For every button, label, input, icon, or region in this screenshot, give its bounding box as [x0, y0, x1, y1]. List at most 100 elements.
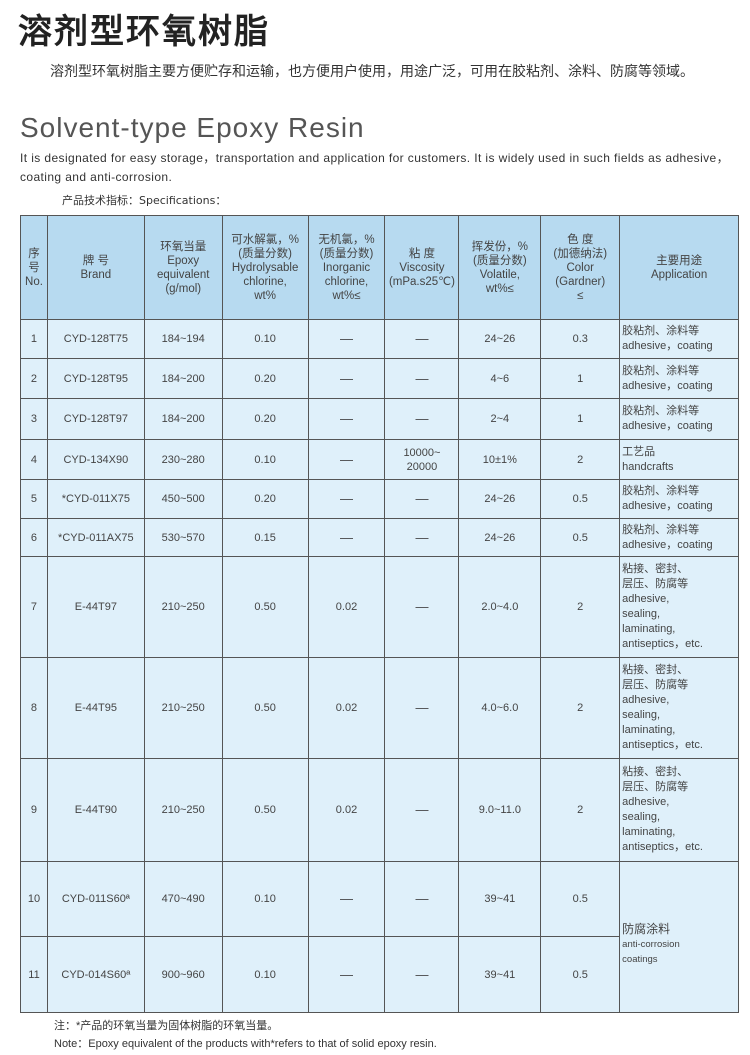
page-title: 溶剂型环氧树脂	[18, 12, 270, 52]
spec-table: 序号 No. 牌 号 Brand 环氧当量 Epoxy equivalent (g/mol) 可…	[20, 215, 739, 1013]
app-line: adhesive，coating	[622, 379, 713, 392]
intro-en: It is designated for easy storage，transp…	[20, 151, 730, 184]
cell-epoxy: 470~490	[143, 861, 223, 937]
app-line: adhesive，coating	[622, 538, 713, 551]
cell-brand: E-44T95	[46, 657, 145, 759]
cell-app: 工艺品 handcrafts	[619, 439, 739, 480]
header-line: chlorine,	[324, 275, 369, 288]
cell-hyd: 0.10	[221, 439, 309, 480]
header-line: 挥发份，%	[471, 240, 528, 253]
app-line: 层压、防腐等	[622, 679, 689, 691]
cell-color: 2	[540, 439, 621, 480]
cell-epoxy: 210~250	[143, 758, 223, 862]
cell-visc: —	[384, 657, 460, 759]
cell-vol: 24~26	[458, 479, 542, 519]
cell-color: 0.3	[540, 319, 621, 359]
table-row: 8 E-44T95 210~250 0.50 0.02—4.0~6.0 2 粘接、密封、 层压…	[20, 657, 739, 759]
cell-brand: E-44T97	[46, 556, 145, 658]
cell-inorg: —	[307, 439, 386, 480]
title-en: Solvent-type Epoxy Resin	[20, 112, 365, 143]
header-line: wt%	[254, 289, 276, 302]
header-line: Application	[650, 268, 708, 281]
app-line: antiseptics，etc.	[622, 638, 703, 650]
cell-inorg: 0.02	[307, 657, 386, 759]
cell-no: 11	[20, 936, 48, 1013]
app-line: 胶粘剂、涂料等	[622, 405, 700, 417]
cell-no: 1	[20, 319, 48, 359]
header-line: 牌 号	[82, 254, 109, 267]
cell-vol: 2.0~4.0	[458, 556, 542, 658]
app-line: 层压、防腐等	[622, 781, 689, 793]
table-row: 6 *CYD-011AX75 530~570 0.15— —24~26 0.5 胶粘剂、涂料…	[20, 518, 739, 557]
app-line: laminating,	[622, 826, 676, 838]
cell-inorg: —	[307, 518, 386, 557]
cell-app: 胶粘剂、涂料等 adhesive，coating	[619, 319, 739, 359]
table-row: 4 CYD-134X90 230~280 0.10—10000~ 20000 10±1%…	[20, 439, 739, 480]
cell-visc: —	[384, 758, 460, 862]
app-line: sealing,	[622, 608, 661, 620]
header-line: 号	[28, 261, 40, 274]
cell-inorg: —	[307, 936, 386, 1013]
cell-color: 2	[540, 556, 621, 658]
cell-brand: CYD-128T75	[46, 319, 145, 359]
cell-hyd: 0.10	[221, 319, 309, 359]
app-line: handcrafts	[622, 460, 674, 473]
app-line: 粘接、密封、	[622, 563, 689, 575]
header-line: 序	[28, 247, 40, 260]
table-row: 11 CYD-014S60ª 900~960 0.10— —39~41 0.5	[20, 936, 739, 1013]
app-line: sealing,	[622, 811, 661, 823]
cell-no: 7	[20, 556, 48, 658]
table-row: 10 CYD-011S60ª 470~490 0.10— —39~41 0.5 防腐涂料 an…	[20, 861, 739, 1013]
cell-color: 2	[540, 657, 621, 759]
cell-brand: CYD-128T95	[46, 358, 145, 399]
cell-no: 9	[20, 758, 48, 862]
cell-inorg: —	[307, 319, 386, 359]
app-line: adhesive,	[622, 796, 670, 808]
table-row: 7 E-44T97 210~250 0.50 0.02—2.0~4.0 2 粘接、密封、 层压…	[20, 556, 739, 658]
header-line: 色 度	[567, 233, 594, 246]
cell-epoxy: 184~194	[143, 319, 223, 359]
app-line: antiseptics，etc.	[622, 841, 703, 853]
app-line: coatings	[622, 953, 658, 965]
header-line: (质量分数)	[238, 247, 292, 260]
cell-no: 6	[20, 518, 48, 557]
header-line: (Gardner)	[555, 275, 606, 288]
header-line: Epoxy	[167, 254, 200, 267]
header-line: Hydrolysable	[231, 261, 299, 274]
cell-no: 5	[20, 479, 48, 519]
cell-hyd: 0.10	[221, 861, 309, 937]
cell-epoxy: 900~960	[143, 936, 223, 1013]
cell-brand: CYD-128T97	[46, 398, 145, 440]
cell-brand: E-44T90	[46, 758, 145, 862]
cell-app: 防腐涂料 anti-corrosion coatings	[619, 861, 739, 1013]
table-row: 3 CYD-128T97 184~200 0.20— —2~4 1 胶粘剂、涂料等 adhes…	[20, 398, 739, 440]
cell-epoxy: 210~250	[143, 657, 223, 759]
cell-visc: —	[384, 518, 460, 557]
cell-epoxy: 210~250	[143, 556, 223, 658]
app-line: laminating,	[622, 724, 676, 736]
header-line: ≤	[577, 289, 584, 302]
cell-color: 1	[540, 358, 621, 399]
cell-app: 粘接、密封、 层压、防腐等 adhesive, sealing, laminating,…	[619, 556, 739, 658]
cell-color: 0.5	[540, 479, 621, 519]
cell-vol: 39~41	[458, 936, 542, 1013]
cell-app: 胶粘剂、涂料等 adhesive，coating	[619, 518, 739, 557]
cell-app: 胶粘剂、涂料等 adhesive，coating	[619, 358, 739, 399]
cell-visc: —	[384, 398, 460, 440]
header-color: 色 度 (加德纳法) Color (Gardner) ≤	[540, 215, 621, 320]
cell-visc: —	[384, 358, 460, 399]
header-line: wt%≤	[485, 282, 514, 295]
header-epoxy: 环氧当量 Epoxy equivalent (g/mol)	[143, 215, 223, 320]
cell-hyd: 0.15	[221, 518, 309, 557]
cell-vol: 39~41	[458, 861, 542, 937]
notes: 注：*产品的环氧当量为固体树脂的环氧当量。 Note：Epoxy equival…	[54, 1017, 437, 1053]
cell-hyd: 0.50	[221, 657, 309, 759]
header-app: 主要用途 Application	[619, 215, 739, 320]
app-line: sealing,	[622, 709, 661, 721]
table-row: 1 CYD-128T75 184~194 0.10— —24~26 0.3 胶粘剂、涂料等 a…	[20, 319, 739, 359]
app-line: adhesive,	[622, 694, 670, 706]
cell-brand: *CYD-011X75	[46, 479, 145, 519]
cell-visc: —	[384, 861, 460, 937]
cell-vol: 2~4	[458, 398, 542, 440]
header-line: Viscosity	[399, 261, 445, 274]
